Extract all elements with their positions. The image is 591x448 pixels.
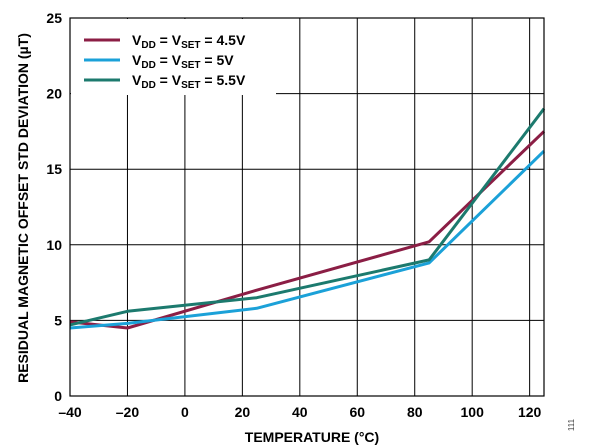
x-tick-label: –40 bbox=[58, 404, 82, 420]
legend-label: VDD = VSET = 5.5V bbox=[132, 72, 246, 91]
y-tick-label: 5 bbox=[54, 312, 62, 328]
x-axis-title: TEMPERATURE (°C) bbox=[245, 429, 379, 445]
x-tick-label: 20 bbox=[235, 404, 251, 420]
x-tick-label: 100 bbox=[461, 404, 485, 420]
y-tick-label: 15 bbox=[46, 161, 62, 177]
legend-label: VDD = VSET = 4.5V bbox=[132, 32, 246, 51]
x-tick-label: 80 bbox=[407, 404, 423, 420]
legend-label: VDD = VSET = 5V bbox=[132, 52, 234, 71]
series-lines bbox=[69, 107, 546, 330]
x-tick-label: –20 bbox=[116, 404, 140, 420]
y-axis-ticks: 0 5 10 15 20 25 bbox=[46, 10, 62, 404]
x-tick-label: 60 bbox=[349, 404, 365, 420]
x-axis-ticks: –40 –20 0 20 40 60 80 100 120 bbox=[58, 404, 541, 420]
y-tick-label: 20 bbox=[46, 86, 62, 102]
y-axis-title: RESIDUAL MAGNETIC OFFSET STD DEVIATION (… bbox=[15, 33, 31, 383]
plot-frame bbox=[69, 17, 545, 397]
series-line bbox=[69, 130, 546, 330]
figure-id: 111 bbox=[567, 418, 576, 431]
series-line bbox=[69, 107, 546, 327]
x-tick-label: 120 bbox=[518, 404, 542, 420]
series-line bbox=[69, 150, 546, 330]
legend-background bbox=[71, 19, 276, 95]
x-tick-label: 0 bbox=[181, 404, 189, 420]
y-tick-label: 25 bbox=[46, 10, 62, 26]
y-tick-label: 10 bbox=[46, 237, 62, 253]
x-tick-label: 40 bbox=[292, 404, 308, 420]
y-tick-label: 0 bbox=[54, 388, 62, 404]
